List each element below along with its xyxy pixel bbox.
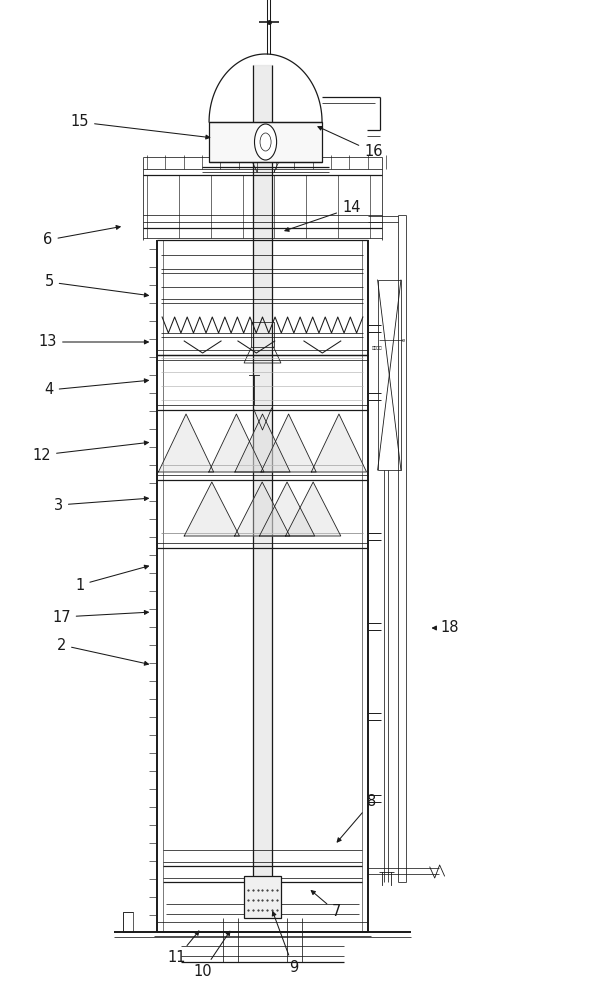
Circle shape [255, 124, 277, 160]
Polygon shape [209, 414, 264, 472]
Text: e: e [402, 338, 405, 343]
Text: 5: 5 [44, 274, 149, 297]
Polygon shape [184, 482, 239, 536]
Text: 1: 1 [75, 565, 149, 592]
Text: 15: 15 [71, 114, 210, 139]
Text: 16: 16 [318, 126, 383, 159]
Polygon shape [286, 482, 341, 536]
Bar [209, 122, 322, 162]
Text: 4: 4 [44, 379, 149, 397]
Bar [378, 280, 401, 470]
Text: 理论水位: 理论水位 [371, 346, 382, 350]
Text: 17: 17 [52, 609, 149, 624]
Text: 13: 13 [39, 334, 149, 350]
Bar [123, 912, 133, 932]
Polygon shape [235, 482, 290, 536]
Text: 14: 14 [285, 200, 360, 231]
Polygon shape [261, 414, 316, 472]
Polygon shape [259, 482, 314, 536]
Text: 18: 18 [432, 620, 459, 636]
Polygon shape [158, 414, 214, 472]
Polygon shape [311, 414, 367, 472]
Text: 11: 11 [168, 931, 199, 966]
Bar [244, 876, 281, 918]
Text: 12: 12 [33, 441, 149, 462]
Text: 3: 3 [54, 497, 149, 512]
Text: 8: 8 [337, 794, 376, 842]
Bar [252, 322, 274, 347]
Text: 2: 2 [56, 638, 149, 665]
Text: 9: 9 [272, 912, 298, 976]
Text: 7: 7 [311, 891, 341, 920]
Text: 6: 6 [43, 226, 120, 247]
Text: 10: 10 [193, 931, 230, 980]
Polygon shape [235, 414, 290, 472]
